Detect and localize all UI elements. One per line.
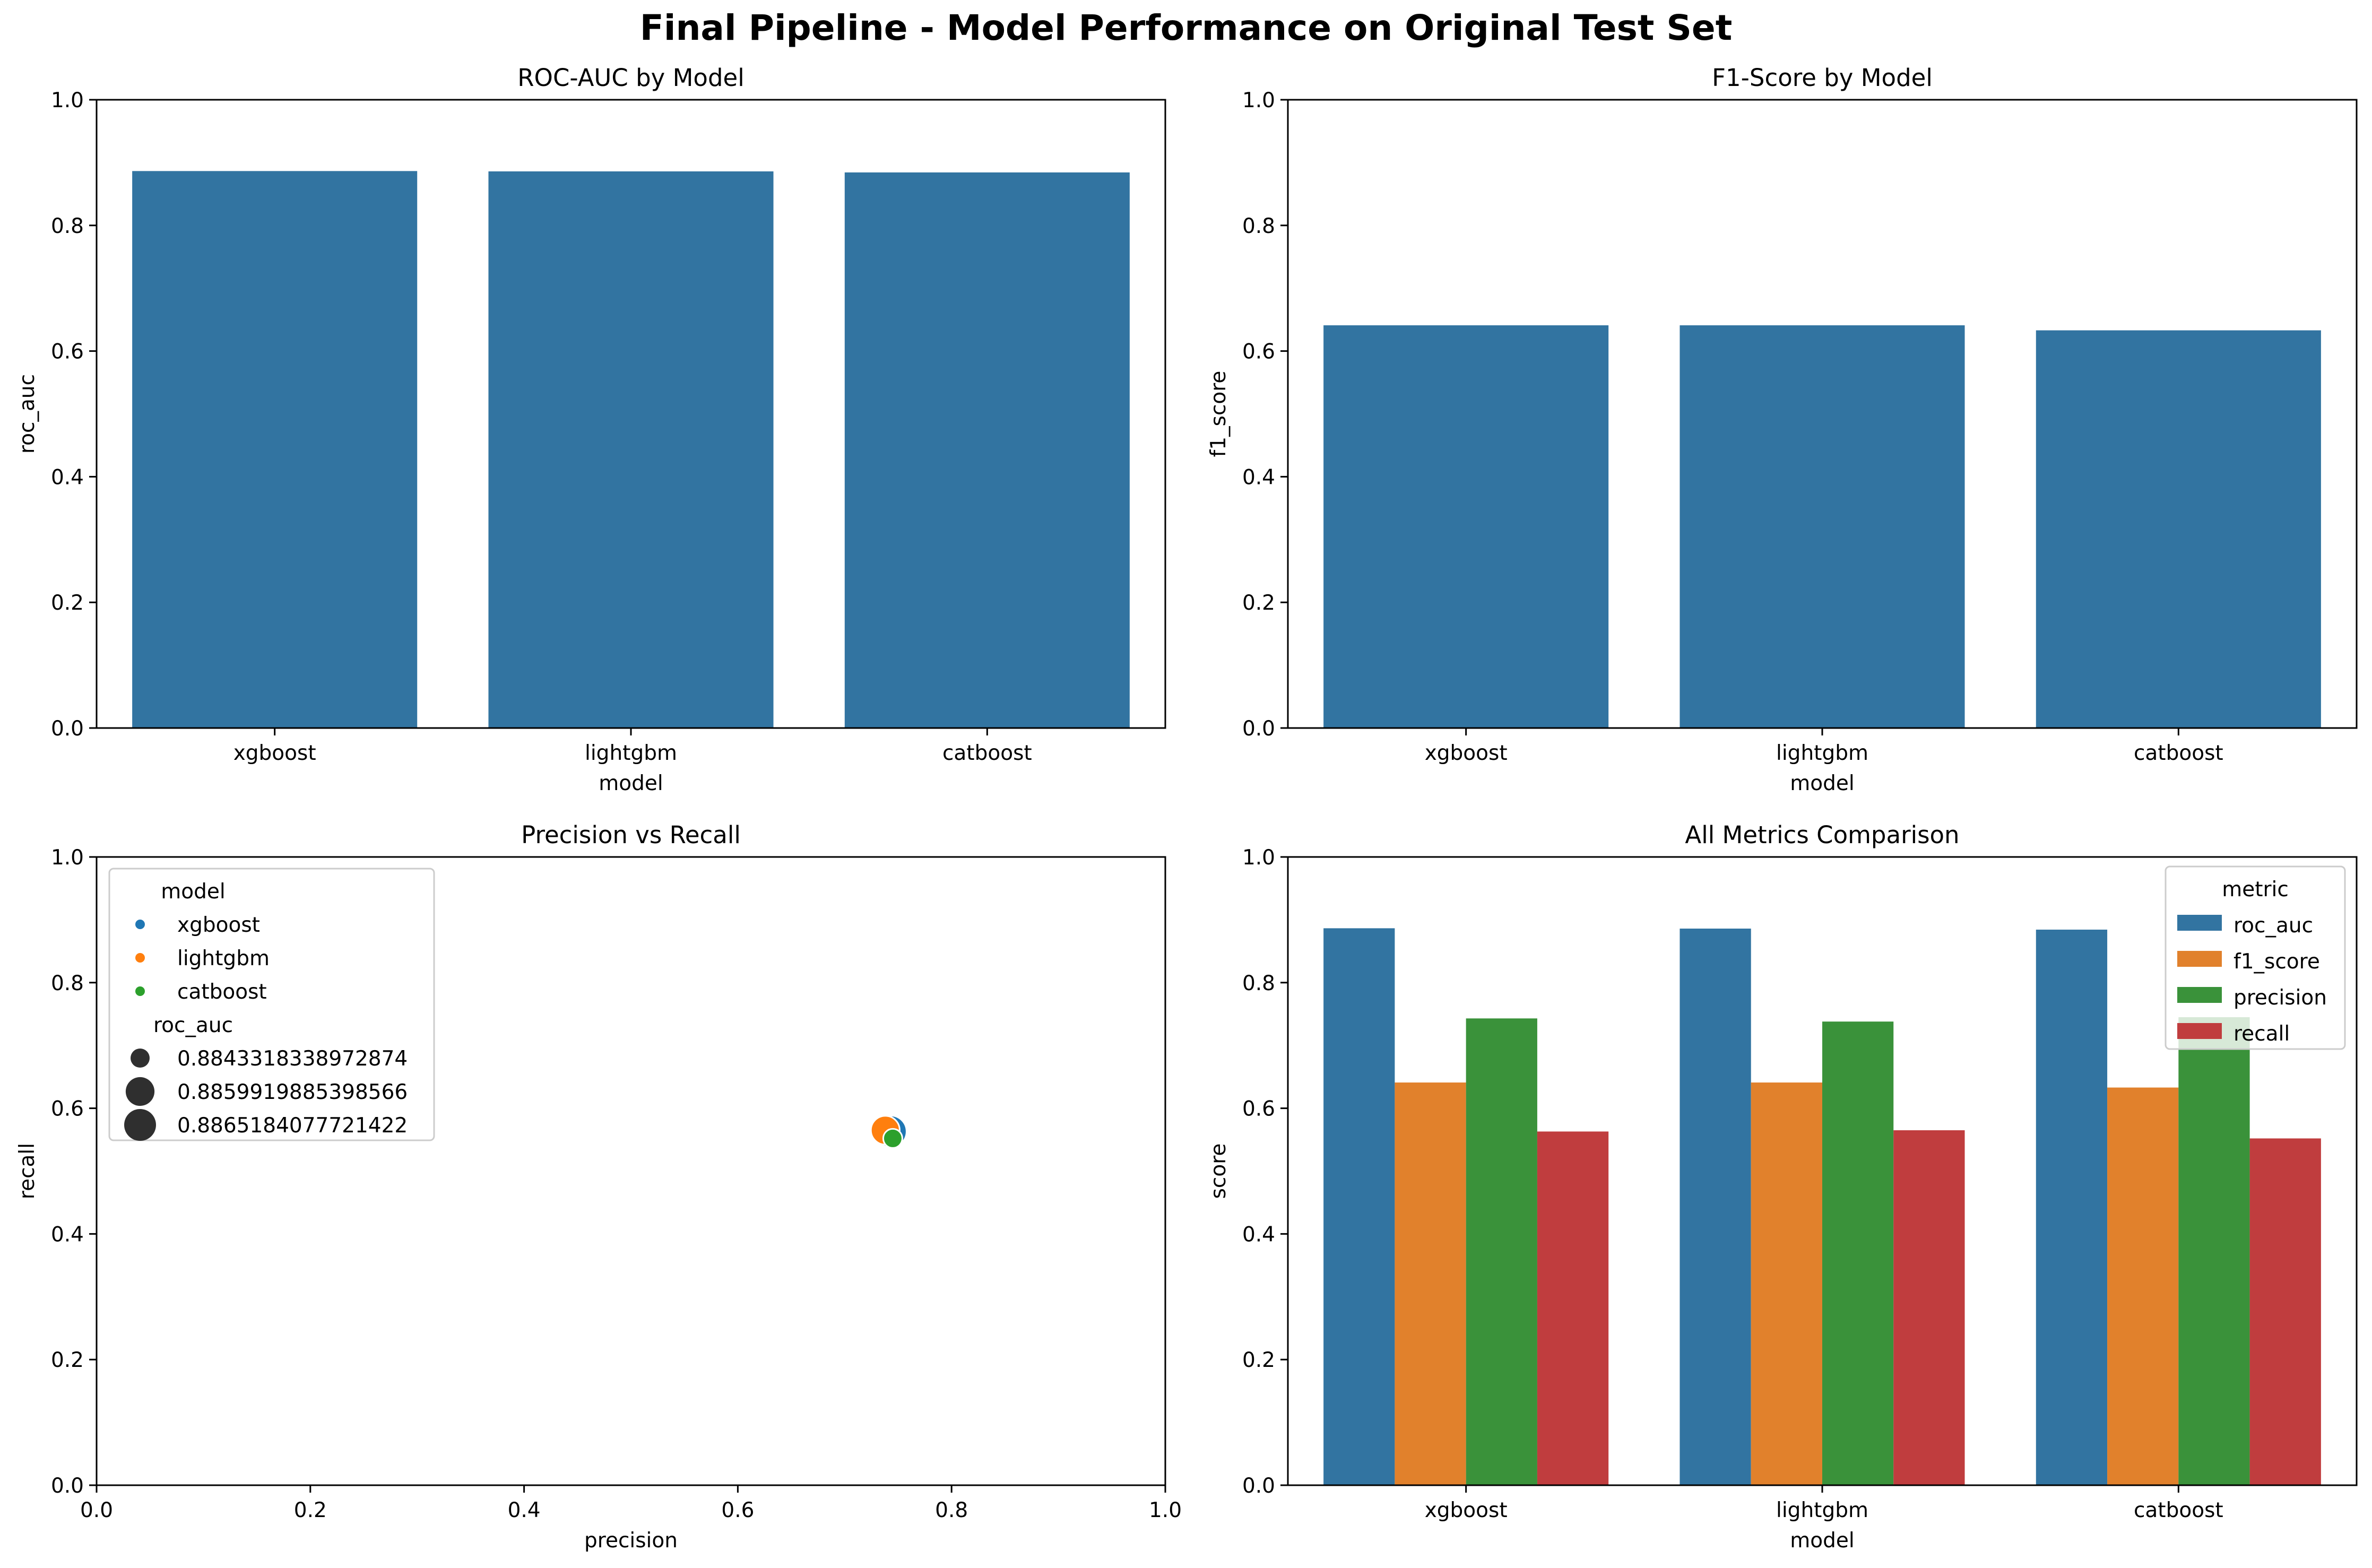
bar-lightgbm xyxy=(1680,325,1965,728)
x-tick-label-4: xgboost xyxy=(1425,1498,1508,1522)
legend-label-recall: recall xyxy=(2234,1022,2290,1046)
legend-title-roc-auc: roc_auc xyxy=(153,1013,233,1037)
y-tick-label-2: 1.0 xyxy=(1242,89,1275,112)
x-tick-label-2: catboost xyxy=(2134,741,2223,765)
legend-marker-catboost xyxy=(135,986,145,996)
x-tick-label-1: xgboost xyxy=(233,741,316,765)
legend-label-xgboost: xgboost xyxy=(177,913,260,937)
legend-size-marker xyxy=(124,1109,156,1141)
x-tick-label-3: 0.8 xyxy=(935,1498,968,1522)
legend-size-marker xyxy=(125,1077,155,1106)
legend-label-catboost: catboost xyxy=(177,980,267,1004)
y-tick-label-3: 0.8 xyxy=(51,972,84,995)
bar-f1_score-catboost xyxy=(2107,1087,2179,1485)
y-axis-label-1: roc_auc xyxy=(15,374,39,454)
y-tick-label-3: 0.2 xyxy=(51,1348,84,1372)
y-tick-label-1: 0.4 xyxy=(51,465,84,489)
x-tick-label-3: 1.0 xyxy=(1149,1498,1182,1522)
legend-swatch-precision xyxy=(2177,987,2222,1003)
bar-catboost xyxy=(2036,330,2321,728)
y-tick-label-4: 0.0 xyxy=(1242,1474,1275,1498)
bar-precision-xgboost xyxy=(1466,1018,1537,1485)
legend-swatch-recall xyxy=(2177,1023,2222,1039)
subplot-title-1: ROC-AUC by Model xyxy=(517,64,744,92)
bar-xgboost xyxy=(1323,325,1609,728)
y-tick-label-3: 0.6 xyxy=(51,1097,84,1121)
y-tick-label-4: 0.4 xyxy=(1242,1223,1275,1246)
legend-size-label: 0.8843318338972874 xyxy=(177,1047,408,1071)
y-tick-label-1: 0.8 xyxy=(51,214,84,238)
y-tick-label-3: 1.0 xyxy=(51,846,84,870)
legend-size-label: 0.8859919885398566 xyxy=(177,1080,408,1104)
y-tick-label-4: 0.8 xyxy=(1242,972,1275,995)
point-catboost xyxy=(882,1128,903,1149)
x-axis-label-4: model xyxy=(1790,1529,1854,1553)
bar-lightgbm xyxy=(488,171,774,728)
subplot-title-2: F1-Score by Model xyxy=(1712,64,1933,92)
y-tick-label-1: 0.2 xyxy=(51,591,84,615)
legend-size-label: 0.8865184077721422 xyxy=(177,1114,408,1138)
x-tick-label-3: 0.4 xyxy=(508,1498,541,1522)
y-tick-label-2: 0.8 xyxy=(1242,214,1275,238)
legend-label-f1_score: f1_score xyxy=(2234,950,2320,974)
y-axis-label-3: recall xyxy=(15,1143,39,1199)
bar-recall-catboost xyxy=(2249,1138,2321,1485)
x-tick-label-2: lightgbm xyxy=(1776,741,1868,765)
x-tick-label-1: catboost xyxy=(942,741,1032,765)
bar-catboost xyxy=(844,172,1130,728)
subplot-title-4: All Metrics Comparison xyxy=(1685,821,1959,849)
legend-box-4 xyxy=(2165,865,2346,1050)
legend-marker-lightgbm xyxy=(135,953,145,963)
legend-title-model: model xyxy=(161,880,225,904)
bar-xgboost xyxy=(132,171,418,729)
y-axis-label-4: score xyxy=(1207,1143,1231,1199)
x-tick-label-3: 0.2 xyxy=(294,1498,327,1522)
y-tick-label-3: 0.0 xyxy=(51,1474,84,1498)
bar-precision-lightgbm xyxy=(1822,1021,1894,1485)
y-tick-label-2: 0.0 xyxy=(1242,717,1275,741)
bar-roc_auc-xgboost xyxy=(1323,928,1395,1485)
y-tick-label-1: 0.0 xyxy=(51,717,84,741)
legend-label-lightgbm: lightgbm xyxy=(177,947,270,971)
bar-roc_auc-catboost xyxy=(2036,929,2108,1485)
bar-roc_auc-lightgbm xyxy=(1680,928,1751,1485)
y-tick-label-2: 0.6 xyxy=(1242,340,1275,364)
legend-swatch-f1_score xyxy=(2177,951,2222,967)
bar-recall-xgboost xyxy=(1537,1131,1609,1485)
bar-f1_score-xgboost xyxy=(1395,1082,1466,1485)
x-tick-label-4: lightgbm xyxy=(1776,1498,1868,1522)
y-tick-label-1: 0.6 xyxy=(51,340,84,364)
legend-marker-xgboost xyxy=(135,920,145,929)
y-tick-label-1: 1.0 xyxy=(51,89,84,112)
y-tick-label-4: 1.0 xyxy=(1242,846,1275,870)
x-axis-label-1: model xyxy=(599,772,663,795)
legend-label-roc_auc: roc_auc xyxy=(2234,914,2313,938)
x-tick-label-4: catboost xyxy=(2134,1498,2223,1522)
y-tick-label-3: 0.4 xyxy=(51,1223,84,1246)
legend-swatch-roc_auc xyxy=(2177,915,2222,931)
y-axis-label-2: f1_score xyxy=(1207,371,1231,457)
axes-frame-3 xyxy=(96,856,1166,1486)
figure-title: Final Pipeline - Model Performance on Or… xyxy=(639,7,1733,48)
y-tick-label-4: 0.2 xyxy=(1242,1348,1275,1372)
bar-recall-lightgbm xyxy=(1893,1130,1965,1485)
legend-title-metric: metric xyxy=(2222,878,2289,902)
y-tick-label-2: 0.2 xyxy=(1242,591,1275,615)
bar-precision-catboost xyxy=(2178,1017,2250,1485)
legend-size-marker xyxy=(131,1049,150,1068)
x-tick-label-1: lightgbm xyxy=(585,741,677,765)
legend-label-precision: precision xyxy=(2234,986,2327,1010)
x-tick-label-3: 0.6 xyxy=(721,1498,754,1522)
legend-box-3 xyxy=(108,868,435,1141)
subplot-title-3: Precision vs Recall xyxy=(521,821,741,849)
y-tick-label-4: 0.6 xyxy=(1242,1097,1275,1121)
x-tick-label-2: xgboost xyxy=(1425,741,1508,765)
x-axis-label-2: model xyxy=(1790,772,1854,795)
y-tick-label-2: 0.4 xyxy=(1242,465,1275,489)
bar-f1_score-lightgbm xyxy=(1751,1082,1822,1485)
x-axis-label-3: precision xyxy=(584,1529,678,1553)
x-tick-label-3: 0.0 xyxy=(80,1498,113,1522)
